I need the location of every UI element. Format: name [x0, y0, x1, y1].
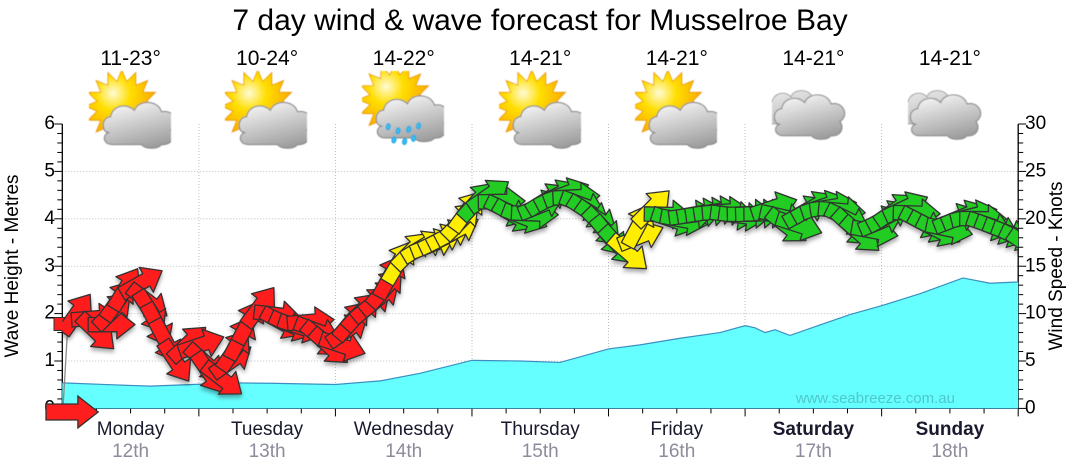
svg-text:Thursday: Thursday — [501, 419, 581, 440]
svg-text:1: 1 — [44, 350, 55, 371]
svg-text:Sunday: Sunday — [916, 419, 985, 440]
svg-text:14-21°: 14-21° — [782, 47, 844, 70]
svg-text:0: 0 — [1025, 398, 1036, 419]
svg-text:Wind Speed - Knots: Wind Speed - Knots — [1046, 182, 1067, 351]
svg-text:18th: 18th — [931, 441, 968, 462]
svg-text:14-22°: 14-22° — [373, 47, 435, 70]
svg-text:30: 30 — [1025, 113, 1046, 134]
svg-text:14th: 14th — [385, 441, 422, 462]
svg-text:25: 25 — [1025, 161, 1046, 182]
svg-text:5: 5 — [1025, 350, 1036, 371]
svg-text:16th: 16th — [658, 441, 695, 462]
svg-text:17th: 17th — [795, 441, 832, 462]
svg-text:3: 3 — [44, 255, 55, 276]
svg-text:2: 2 — [44, 303, 55, 324]
svg-text:13th: 13th — [249, 441, 286, 462]
svg-text:www.seabreeze.com.au: www.seabreeze.com.au — [795, 390, 955, 407]
svg-text:14-21°: 14-21° — [509, 47, 571, 70]
svg-text:14-21°: 14-21° — [646, 47, 708, 70]
svg-text:Friday: Friday — [650, 419, 703, 440]
svg-text:Monday: Monday — [97, 419, 165, 440]
svg-text:5: 5 — [44, 161, 55, 182]
svg-text:7 day wind & wave forecast for: 7 day wind & wave forecast for Musselroe… — [232, 4, 847, 37]
svg-text:Saturday: Saturday — [773, 419, 855, 440]
svg-text:Tuesday: Tuesday — [231, 419, 304, 440]
svg-text:10-24°: 10-24° — [236, 47, 298, 70]
svg-text:15: 15 — [1025, 255, 1046, 276]
svg-text:20: 20 — [1025, 208, 1046, 229]
svg-text:15th: 15th — [522, 441, 559, 462]
svg-text:Wednesday: Wednesday — [354, 419, 454, 440]
svg-text:11-23°: 11-23° — [100, 47, 161, 70]
svg-text:10: 10 — [1025, 303, 1046, 324]
svg-text:4: 4 — [44, 208, 55, 229]
svg-text:14-21°: 14-21° — [919, 47, 981, 70]
svg-text:Wave Height - Metres: Wave Height - Metres — [2, 174, 23, 357]
svg-text:6: 6 — [44, 113, 55, 134]
svg-text:12th: 12th — [112, 441, 149, 462]
